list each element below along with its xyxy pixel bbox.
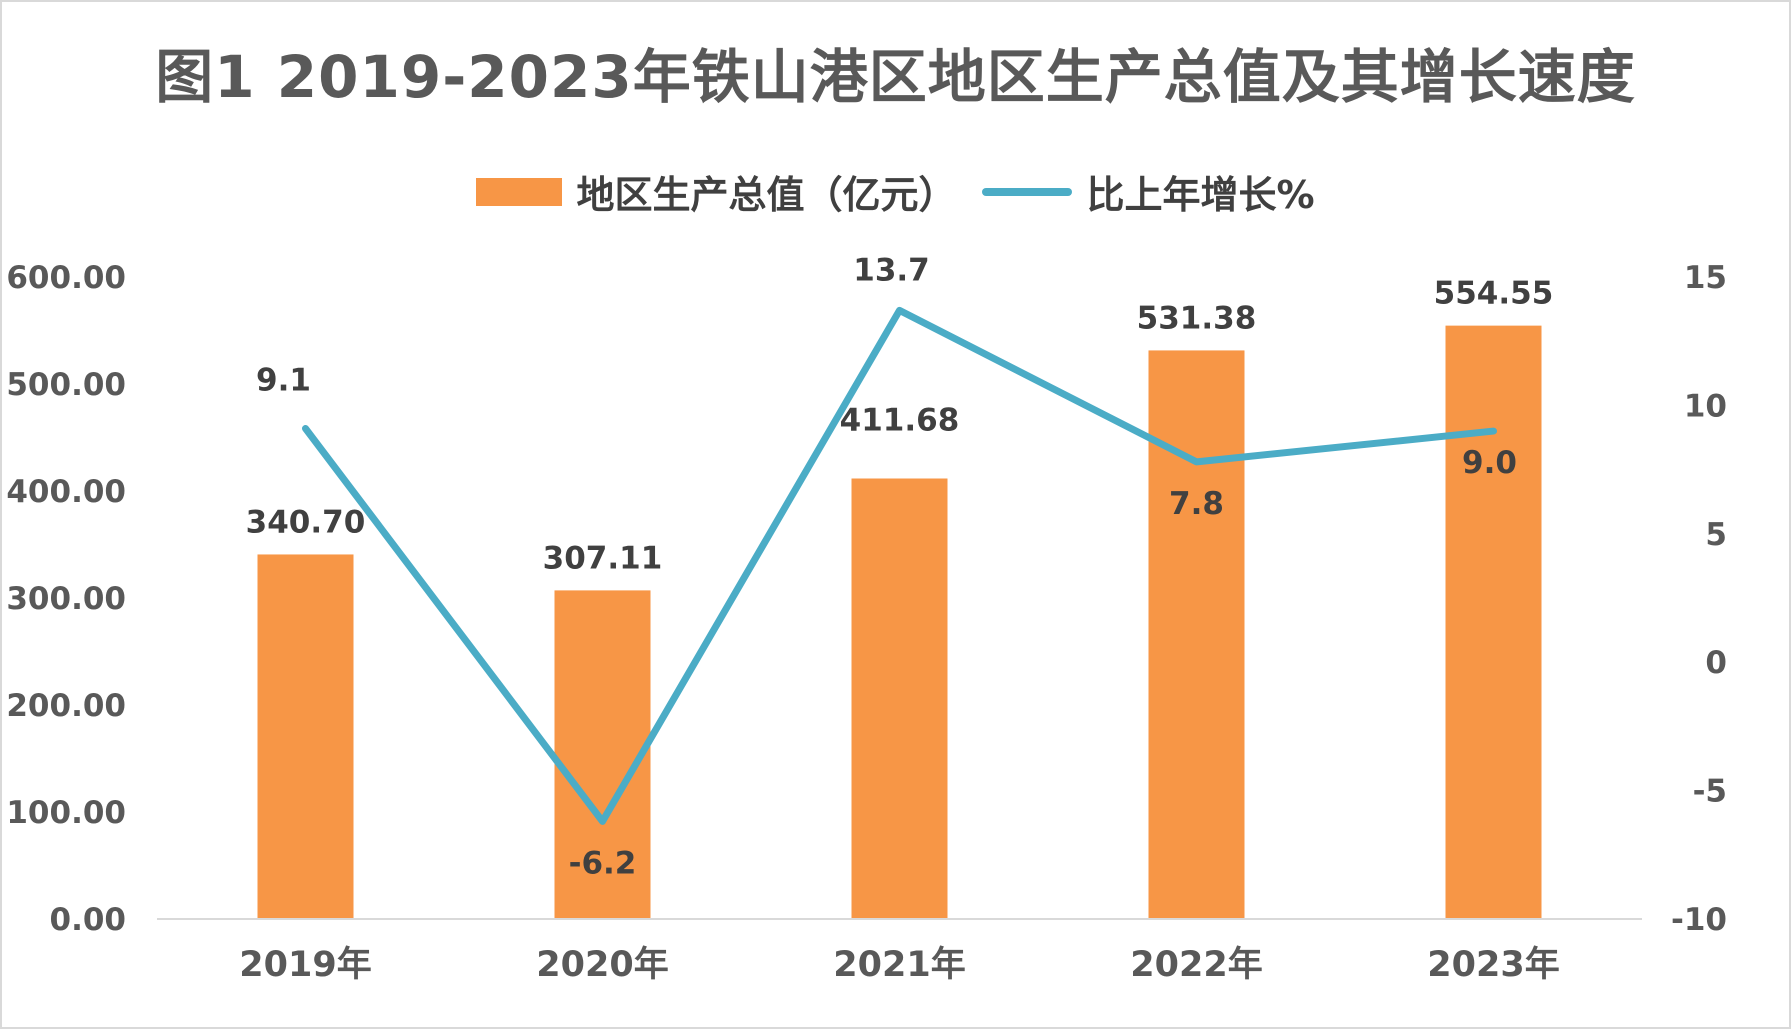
y-left-tick-label: 200.00 [6,688,126,724]
x-tick-label: 2020年 [536,945,668,985]
bar-data-label: 340.70 [246,504,366,540]
line-data-label: 9.0 [1462,445,1517,481]
legend-swatch-growth [982,187,1073,196]
line-data-label: 13.7 [853,252,930,288]
legend-item-gdp: 地区生产总值（亿元） [476,164,956,219]
bar-3 [1148,350,1245,919]
bar-data-label: 531.38 [1137,300,1257,336]
y-right-tick-label: 15 [1684,260,1727,296]
y-left-tick-label: 0.00 [50,902,127,938]
y-right-tick-label: -5 [1693,774,1727,810]
y-right-tick-label: 10 [1684,388,1727,424]
y-right-tick-label: 5 [1705,517,1727,553]
bar-0 [257,554,354,919]
legend-swatch-gdp [476,177,563,206]
bar-data-label: 554.55 [1434,276,1554,312]
legend-label-growth: 比上年增长% [1086,173,1315,217]
bar-2 [851,478,948,919]
legend: 地区生产总值（亿元） 比上年增长% [2,164,1789,219]
bar-1 [554,590,651,919]
chart-title: 图1 2019-2023年铁山港区地区生产总值及其增长速度 [155,43,1636,111]
line-data-label: -6.2 [569,845,637,881]
y-left-tick-label: 100.00 [6,795,126,831]
bar-4 [1445,325,1542,920]
line-data-label: 9.1 [256,363,311,399]
x-tick-label: 2023年 [1427,945,1559,985]
line-data-label: 7.8 [1169,486,1224,522]
legend-item-growth: 比上年增长% [982,164,1315,219]
y-right-tick-label: 0 [1705,645,1727,681]
y-left-tick-label: 600.00 [6,260,126,296]
y-left-tick-label: 400.00 [6,474,126,510]
bar-data-label: 411.68 [840,403,960,439]
legend-label-gdp: 地区生产总值（亿元） [576,173,957,217]
bar-data-label: 307.11 [543,540,663,576]
y-right-tick-label: -10 [1671,902,1727,938]
x-tick-label: 2019年 [239,945,371,985]
x-tick-label: 2021年 [833,945,965,985]
y-left-tick-label: 500.00 [6,367,126,403]
y-left-tick-label: 300.00 [6,581,126,617]
growth-line [302,306,1497,825]
x-tick-label: 2022年 [1130,945,1262,985]
